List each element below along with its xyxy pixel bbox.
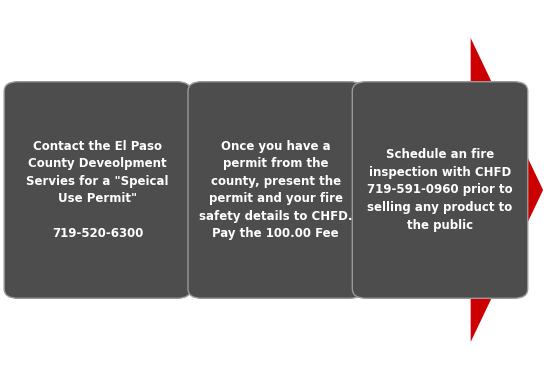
FancyBboxPatch shape [188, 82, 363, 298]
FancyBboxPatch shape [352, 82, 528, 298]
Text: Schedule an fire
inspection with CHFD
719-591-0960 prior to
selling any product : Schedule an fire inspection with CHFD 71… [367, 149, 513, 231]
Text: Contact the El Paso
County Deveolpment
Servies for a "Speical
Use Permit"

719-5: Contact the El Paso County Deveolpment S… [26, 140, 169, 240]
Polygon shape [14, 38, 543, 342]
FancyBboxPatch shape [4, 82, 190, 298]
Text: Once you have a
permit from the
county, present the
permit and your fire
safety : Once you have a permit from the county, … [199, 140, 353, 240]
